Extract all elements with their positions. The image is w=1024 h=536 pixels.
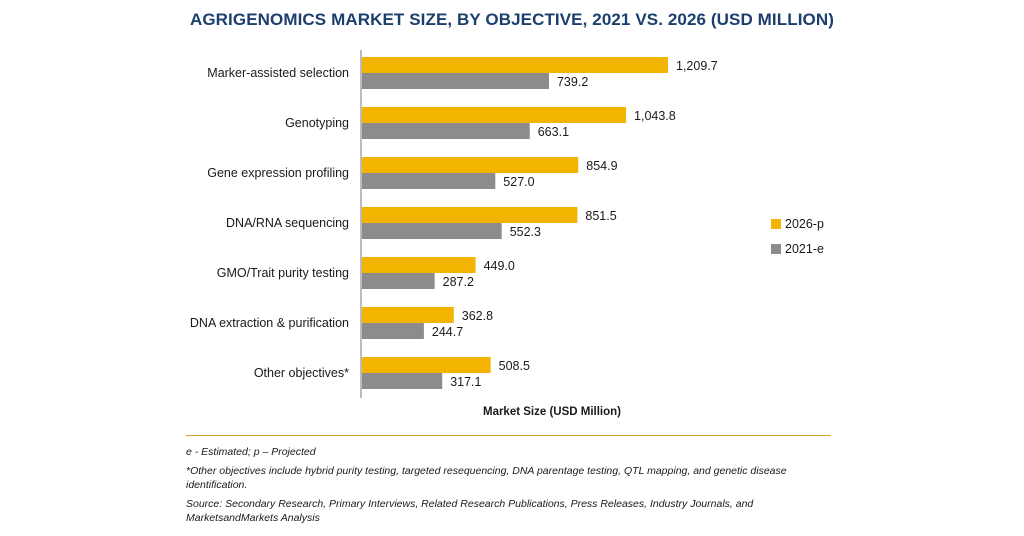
bar-2021-e-4 <box>362 273 435 289</box>
data-label: 1,209.7 <box>676 59 718 73</box>
data-label: 449.0 <box>484 259 515 273</box>
data-label: 1,043.8 <box>634 109 676 123</box>
legend: 2026-p 2021-e <box>771 217 824 256</box>
x-axis-title: Market Size (USD Million) <box>483 406 621 418</box>
legend-swatch-2021-e <box>771 244 781 254</box>
bar-2026-p-3 <box>362 207 578 223</box>
bar-2026-p-6 <box>362 357 491 373</box>
data-label: 854.9 <box>586 159 617 173</box>
legend-label: 2026-p <box>785 217 824 231</box>
note-estimated: e - Estimated; p – Projected <box>186 446 316 458</box>
data-label: 508.5 <box>499 359 530 373</box>
data-label: 362.8 <box>462 309 493 323</box>
category-label: Other objectives* <box>254 366 349 380</box>
data-label: 739.2 <box>557 75 588 89</box>
category-label: Gene expression profiling <box>207 166 349 180</box>
divider-line <box>186 435 831 436</box>
data-label: 287.2 <box>443 275 474 289</box>
data-label: 244.7 <box>432 325 463 339</box>
category-label: Marker-assisted selection <box>207 66 349 80</box>
bar-2026-p-5 <box>362 307 454 323</box>
legend-label: 2021-e <box>785 242 824 256</box>
note-other-objectives: *Other objectives include hybrid purity … <box>186 465 787 491</box>
data-label: 317.1 <box>450 375 481 389</box>
note-source: Source: Secondary Research, Primary Inte… <box>186 498 754 524</box>
bar-chart: Marker-assisted selection Genotyping Gene … <box>190 50 824 418</box>
bar-2021-e-5 <box>362 323 424 339</box>
category-label: GMO/Trait purity testing <box>217 266 349 280</box>
value-labels: 1,209.7 739.2 1,043.8 663.1 854.9 527.0 851.5 5… <box>432 59 718 389</box>
data-label: 851.5 <box>585 209 616 223</box>
bar-2021-e-2 <box>362 173 496 189</box>
chart-title: AGRIGENOMICS MARKET SIZE, BY OBJECTIVE, … <box>189 10 834 29</box>
bar-2021-e-6 <box>362 373 443 389</box>
data-label: 527.0 <box>503 175 534 189</box>
legend-swatch-2026-p <box>771 219 781 229</box>
bars <box>362 57 668 389</box>
category-label: DNA/RNA sequencing <box>226 216 349 230</box>
bar-2021-e-3 <box>362 223 502 239</box>
bar-2026-p-2 <box>362 157 579 173</box>
data-label: 552.3 <box>510 225 541 239</box>
category-label: Genotyping <box>285 116 349 130</box>
bar-2026-p-0 <box>362 57 668 73</box>
category-label: DNA extraction & purification <box>190 316 349 330</box>
bar-2021-e-0 <box>362 73 549 89</box>
data-label: 663.1 <box>538 125 569 139</box>
category-labels: Marker-assisted selection Genotyping Gene … <box>190 66 349 380</box>
bar-2021-e-1 <box>362 123 530 139</box>
bar-2026-p-1 <box>362 107 627 123</box>
bar-2026-p-4 <box>362 257 476 273</box>
